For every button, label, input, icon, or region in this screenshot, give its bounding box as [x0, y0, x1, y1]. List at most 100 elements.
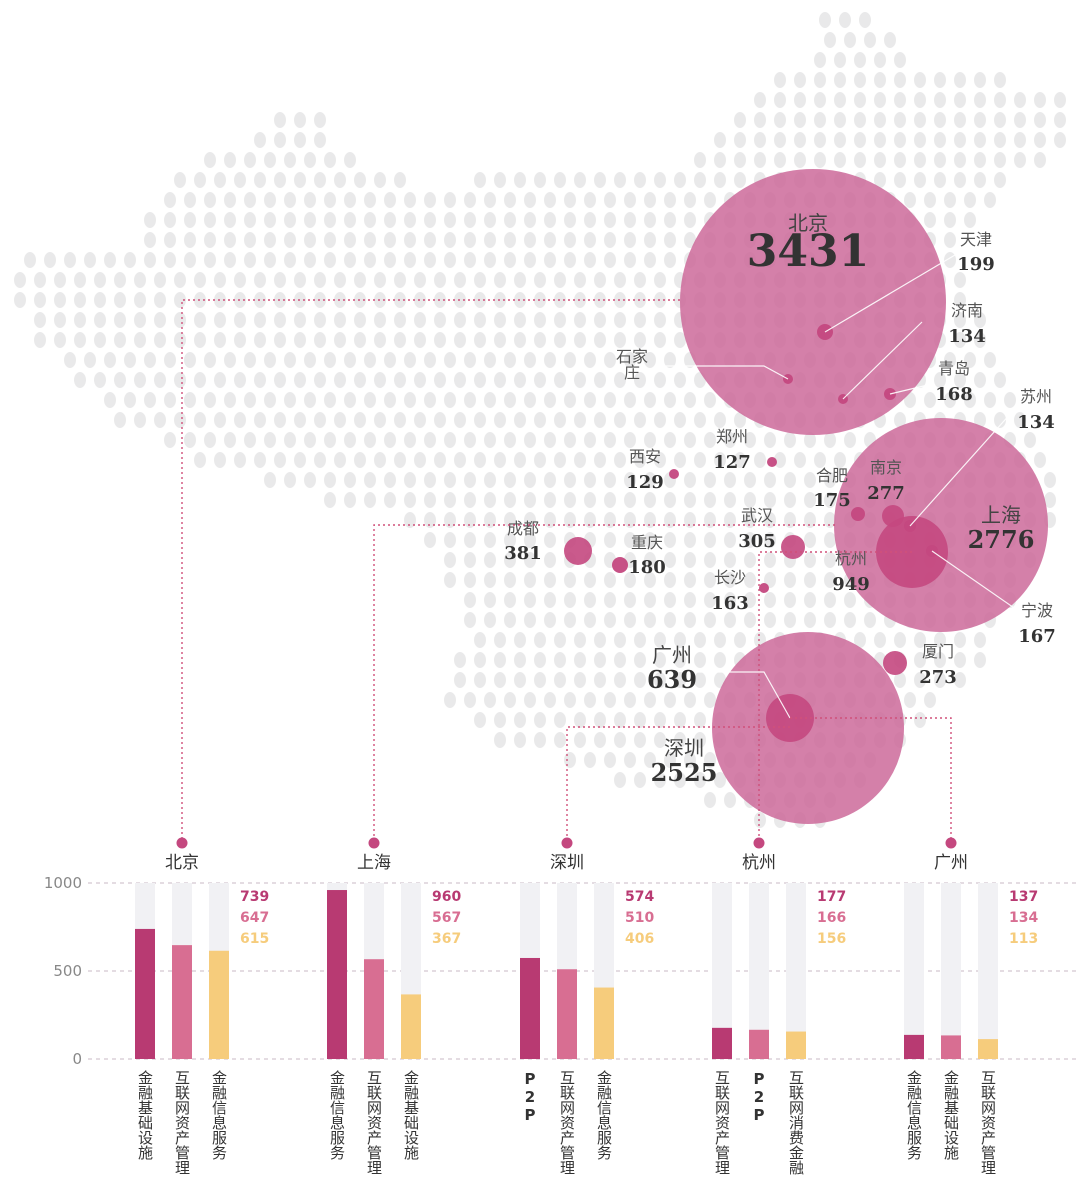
map-dot [584, 512, 596, 528]
map-dot [574, 312, 586, 328]
map-dot [824, 612, 836, 628]
map-dot [954, 272, 966, 288]
map-dot [624, 232, 636, 248]
map-dot [924, 692, 936, 708]
map-dot [784, 612, 796, 628]
map-dot [464, 572, 476, 588]
map-dot [614, 772, 626, 788]
map-dot [374, 272, 386, 288]
category-label: 互联网资产管理 [365, 1070, 383, 1175]
map-dot [994, 372, 1006, 388]
map-dot [374, 172, 386, 188]
map-dot [784, 432, 796, 448]
map-dot [564, 352, 576, 368]
map-dot [774, 452, 786, 468]
city-name-jinan: 济南 [951, 301, 983, 320]
map-dot [674, 632, 686, 648]
category-label: 金融基础设施 [942, 1070, 960, 1161]
map-dot [594, 412, 606, 428]
map-dot [424, 232, 436, 248]
map-dot [134, 292, 146, 308]
map-dot [744, 512, 756, 528]
map-dot [234, 272, 246, 288]
map-dot [964, 192, 976, 208]
map-dot [514, 452, 526, 468]
map-dot [274, 112, 286, 128]
map-dot [554, 712, 566, 728]
map-dot [644, 352, 656, 368]
hub-dot-4 [945, 837, 957, 849]
data-label: 406 [625, 931, 654, 947]
bubble-hefei [851, 507, 865, 521]
data-label: 113 [1009, 931, 1038, 947]
hub-dot-0 [176, 837, 188, 849]
map-dot [524, 192, 536, 208]
map-dot [174, 292, 186, 308]
map-dot [354, 412, 366, 428]
city-value-suzhou: 134 [1017, 412, 1055, 433]
map-dot [564, 472, 576, 488]
map-dot [64, 352, 76, 368]
bar [749, 1029, 769, 1059]
map-dot [324, 212, 336, 228]
map-dot [174, 332, 186, 348]
map-dot [274, 132, 286, 148]
map-dot [934, 632, 946, 648]
map-dot [464, 612, 476, 628]
map-dot [364, 252, 376, 268]
city-name-wuhan: 武汉 [741, 506, 773, 525]
map-dot [524, 692, 536, 708]
map-dot [644, 232, 656, 248]
map-dot [484, 252, 496, 268]
map-dot [704, 552, 716, 568]
map-dot [654, 372, 666, 388]
map-dot [124, 252, 136, 268]
map-dot [814, 72, 826, 88]
map-dot [654, 412, 666, 428]
map-dot [344, 432, 356, 448]
map-dot [254, 372, 266, 388]
map-dot [524, 232, 536, 248]
map-dot [304, 472, 316, 488]
map-dot [374, 452, 386, 468]
map-dot [414, 372, 426, 388]
map-dot [474, 312, 486, 328]
map-dot [704, 532, 716, 548]
map-dot [234, 412, 246, 428]
map-dot [654, 652, 666, 668]
map-dot [634, 652, 646, 668]
map-dot [894, 152, 906, 168]
map-dot [774, 92, 786, 108]
map-dot [574, 732, 586, 748]
map-dot [274, 272, 286, 288]
city-value-xiamen: 273 [919, 667, 957, 688]
map-dot [564, 512, 576, 528]
map-dot [644, 472, 656, 488]
map-dot [504, 212, 516, 228]
map-dot [594, 272, 606, 288]
map-dot [344, 192, 356, 208]
map-dot [524, 512, 536, 528]
map-dot [34, 332, 46, 348]
map-dot [964, 392, 976, 408]
map-dot [524, 432, 536, 448]
map-dot [854, 52, 866, 68]
map-dot [674, 372, 686, 388]
map-dot [344, 152, 356, 168]
map-dot [54, 332, 66, 348]
map-dot [164, 432, 176, 448]
data-label: 156 [817, 931, 846, 947]
map-dot [1054, 112, 1066, 128]
map-dot [484, 352, 496, 368]
city-name-tianjin: 天津 [960, 230, 992, 249]
bar-track [786, 883, 806, 1059]
city-value-hefei: 175 [813, 490, 851, 511]
map-dot [804, 432, 816, 448]
city-name-qingdao: 青岛 [938, 359, 970, 378]
connector-4 [790, 717, 952, 843]
map-dot [544, 572, 556, 588]
map-dot [794, 152, 806, 168]
map-dot [94, 292, 106, 308]
map-dot [354, 272, 366, 288]
data-label: 367 [432, 931, 461, 947]
